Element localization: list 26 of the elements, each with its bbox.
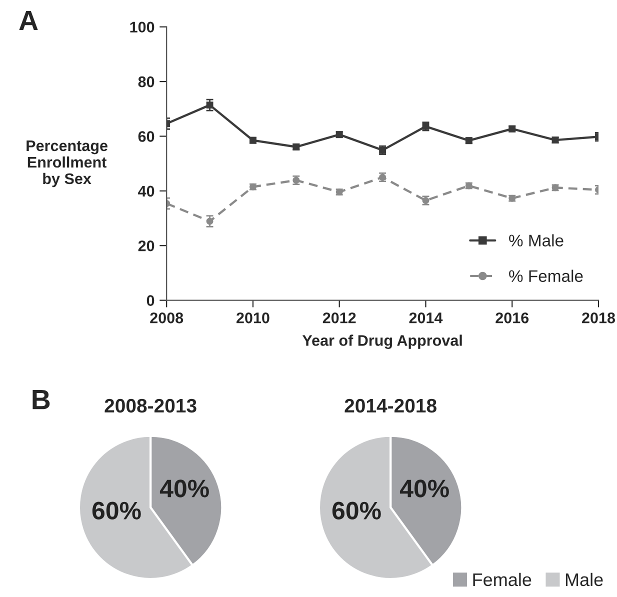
legend-label: % Male xyxy=(509,234,564,246)
x-tick-label: 2010 xyxy=(236,312,270,324)
x-tick-label: 2014 xyxy=(409,312,443,324)
x-tick-label: 2012 xyxy=(322,312,356,324)
x-tick-label: 2008 xyxy=(150,312,184,324)
chart-title: 2008-2013 xyxy=(104,398,196,413)
legend-label: Male xyxy=(566,572,603,586)
y-tick-label: 40 xyxy=(138,186,154,197)
text: B xyxy=(32,390,50,410)
x-tick-label: 2018 xyxy=(582,312,616,324)
y-tick-label: 0 xyxy=(146,295,154,306)
data-label: 40% xyxy=(400,480,449,498)
y-tick-label: 20 xyxy=(138,240,154,252)
text: A xyxy=(19,10,38,30)
data-label: 60% xyxy=(92,502,141,520)
y-tick-label: 80 xyxy=(138,76,154,88)
legend-label: Female xyxy=(473,572,532,586)
data-label: 40% xyxy=(160,480,209,498)
y-axis-title: Percentage Enrollment by Sex xyxy=(26,140,108,188)
x-axis-title: Year of Drug Approval xyxy=(302,334,462,349)
y-tick-label: 60 xyxy=(138,131,154,142)
chart-title: 2014-2018 xyxy=(344,398,436,413)
x-tick-label: 2016 xyxy=(496,312,529,324)
y-tick-label: 100 xyxy=(130,22,154,33)
data-label: 60% xyxy=(332,502,381,520)
legend-label: % Female xyxy=(509,270,583,282)
